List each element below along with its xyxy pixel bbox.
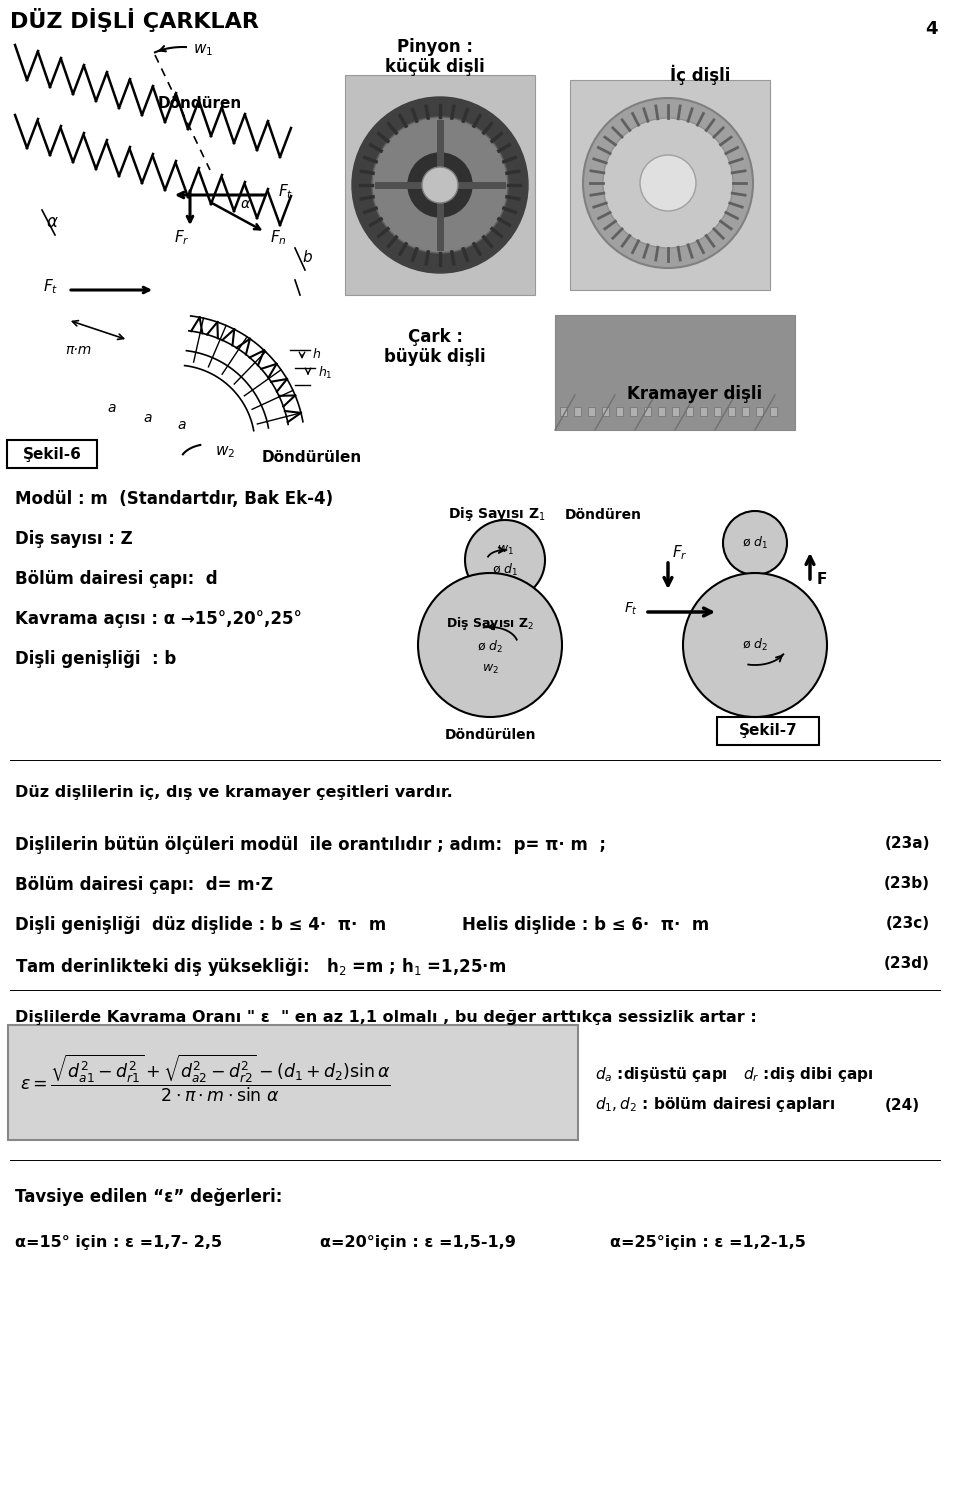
Text: a: a <box>144 411 153 425</box>
Text: (23a): (23a) <box>884 836 930 851</box>
Text: α: α <box>240 197 250 211</box>
Text: ø $d_2$: ø $d_2$ <box>477 638 503 655</box>
Text: a: a <box>108 401 116 416</box>
Circle shape <box>408 152 472 217</box>
Text: (24): (24) <box>885 1097 920 1112</box>
FancyBboxPatch shape <box>345 75 535 295</box>
Text: büyük dişli: büyük dişli <box>384 348 486 366</box>
Text: $F_t$: $F_t$ <box>278 182 293 202</box>
Text: $w_1$: $w_1$ <box>496 544 514 556</box>
Text: Diş Sayısı Z$_2$: Diş Sayısı Z$_2$ <box>445 614 534 631</box>
Text: Döndüren: Döndüren <box>565 508 642 522</box>
Text: Pinyon :: Pinyon : <box>397 37 473 55</box>
Text: $F_r$: $F_r$ <box>672 544 687 562</box>
Text: h: h <box>313 348 321 362</box>
Text: π·m: π·m <box>65 342 91 357</box>
Circle shape <box>583 99 753 268</box>
FancyBboxPatch shape <box>8 1026 578 1141</box>
Circle shape <box>683 573 827 718</box>
Polygon shape <box>574 407 581 416</box>
Text: Bölüm dairesi çapı:  d: Bölüm dairesi çapı: d <box>15 570 218 588</box>
Text: $w_2$: $w_2$ <box>482 662 498 676</box>
FancyBboxPatch shape <box>555 315 795 431</box>
Polygon shape <box>742 407 749 416</box>
Text: (23c): (23c) <box>886 916 930 931</box>
Text: $w_1$: $w_1$ <box>193 42 213 58</box>
Polygon shape <box>658 407 665 416</box>
Text: Döndüren: Döndüren <box>157 96 242 111</box>
Text: F: F <box>817 573 828 588</box>
Polygon shape <box>700 407 707 416</box>
Text: α=15° için : ε =1,7- 2,5: α=15° için : ε =1,7- 2,5 <box>15 1235 222 1250</box>
Text: Kavrama açısı : α →15°,20°,25°: Kavrama açısı : α →15°,20°,25° <box>15 610 301 628</box>
Text: Modül : m  (Standartdır, Bak Ek-4): Modül : m (Standartdır, Bak Ek-4) <box>15 490 333 508</box>
Text: $F_t$: $F_t$ <box>43 278 58 296</box>
Text: Diş Sayısı Z$_1$: Diş Sayısı Z$_1$ <box>448 505 546 523</box>
Text: Dişlilerin bütün ölçüleri modül  ile orantılıdır ; adım:  p= π· m  ;: Dişlilerin bütün ölçüleri modül ile oran… <box>15 836 606 854</box>
Polygon shape <box>630 407 637 416</box>
Text: Şekil-6: Şekil-6 <box>23 447 82 462</box>
Text: ø $d_2$: ø $d_2$ <box>742 637 768 653</box>
Circle shape <box>603 118 733 248</box>
Polygon shape <box>672 407 679 416</box>
Text: Tavsiye edilen “ε” değerleri:: Tavsiye edilen “ε” değerleri: <box>15 1189 282 1206</box>
Polygon shape <box>644 407 651 416</box>
Text: α=20°için : ε =1,5-1,9: α=20°için : ε =1,5-1,9 <box>320 1235 516 1250</box>
Text: Dişli genişliği  düz dişlide : b ≤ 4·  π·  m: Dişli genişliği düz dişlide : b ≤ 4· π· … <box>15 916 386 934</box>
Polygon shape <box>714 407 721 416</box>
Text: $F_r$: $F_r$ <box>174 229 190 247</box>
Text: $F_t$: $F_t$ <box>624 601 638 617</box>
Polygon shape <box>602 407 609 416</box>
Text: $h_1$: $h_1$ <box>318 365 333 381</box>
Text: $d_1, d_2$ : bölüm dairesi çapları: $d_1, d_2$ : bölüm dairesi çapları <box>595 1096 835 1114</box>
Text: DÜZ DİŞLİ ÇARKLAR: DÜZ DİŞLİ ÇARKLAR <box>10 7 259 31</box>
Text: Şekil-7: Şekil-7 <box>738 724 798 739</box>
Circle shape <box>640 155 696 211</box>
Polygon shape <box>616 407 623 416</box>
Text: (23b): (23b) <box>884 876 930 891</box>
Polygon shape <box>770 407 777 416</box>
Text: Döndürülen: Döndürülen <box>262 450 362 465</box>
Text: İç dişli: İç dişli <box>670 64 731 85</box>
FancyBboxPatch shape <box>717 718 819 745</box>
Text: Dişlilerde Kavrama Oranı " ε  " en az 1,1 olmalı , bu değer arttıkça sessizlik a: Dişlilerde Kavrama Oranı " ε " en az 1,1… <box>15 1011 756 1026</box>
Text: α=25°için : ε =1,2-1,5: α=25°için : ε =1,2-1,5 <box>610 1235 805 1250</box>
Text: 4: 4 <box>925 19 938 37</box>
Text: b: b <box>302 250 312 265</box>
Text: (23d): (23d) <box>884 955 930 970</box>
Text: $F_n$: $F_n$ <box>270 229 287 247</box>
Polygon shape <box>728 407 735 416</box>
FancyBboxPatch shape <box>570 81 770 290</box>
Circle shape <box>465 520 545 599</box>
Polygon shape <box>560 407 567 416</box>
Polygon shape <box>756 407 763 416</box>
Text: $w_2$: $w_2$ <box>215 444 235 460</box>
Polygon shape <box>588 407 595 416</box>
Text: Tam derinlikteki diş yüksekliği:   h$_2$ =m ; h$_1$ =1,25·m: Tam derinlikteki diş yüksekliği: h$_2$ =… <box>15 955 506 978</box>
Text: Diş sayısı : Z: Diş sayısı : Z <box>15 531 132 549</box>
Text: ø $d_1$: ø $d_1$ <box>492 562 518 579</box>
Polygon shape <box>686 407 693 416</box>
Text: küçük dişli: küçük dişli <box>385 58 485 76</box>
Text: Dişli genişliği  : b: Dişli genişliği : b <box>15 650 177 668</box>
Text: Düz dişlilerin iç, dış ve kramayer çeşitleri vardır.: Düz dişlilerin iç, dış ve kramayer çeşit… <box>15 785 453 800</box>
Circle shape <box>422 167 458 203</box>
Circle shape <box>352 97 528 274</box>
Text: Helis dişlide : b ≤ 6·  π·  m: Helis dişlide : b ≤ 6· π· m <box>462 916 709 934</box>
Text: ø $d_1$: ø $d_1$ <box>742 535 768 552</box>
Text: Döndürülen: Döndürülen <box>444 728 536 742</box>
Text: a: a <box>178 419 186 432</box>
Text: Çark :: Çark : <box>407 327 463 345</box>
Circle shape <box>418 573 562 718</box>
Text: $d_a$ :dişüstü çapı   $d_r$ :diş dibi çapı: $d_a$ :dişüstü çapı $d_r$ :diş dibi çapı <box>595 1066 874 1084</box>
Text: Kramayer dişli: Kramayer dişli <box>628 386 762 404</box>
Text: α: α <box>46 212 58 232</box>
Text: Bölüm dairesi çapı:  d= m·Z: Bölüm dairesi çapı: d= m·Z <box>15 876 274 894</box>
Circle shape <box>372 117 508 253</box>
FancyBboxPatch shape <box>7 440 97 468</box>
Circle shape <box>723 511 787 576</box>
Text: $\varepsilon = \dfrac{\sqrt{d^{2}_{a1}-d^{2}_{r1}}+\sqrt{d^{2}_{a2}-d^{2}_{r2}}-: $\varepsilon = \dfrac{\sqrt{d^{2}_{a1}-d… <box>20 1052 391 1103</box>
